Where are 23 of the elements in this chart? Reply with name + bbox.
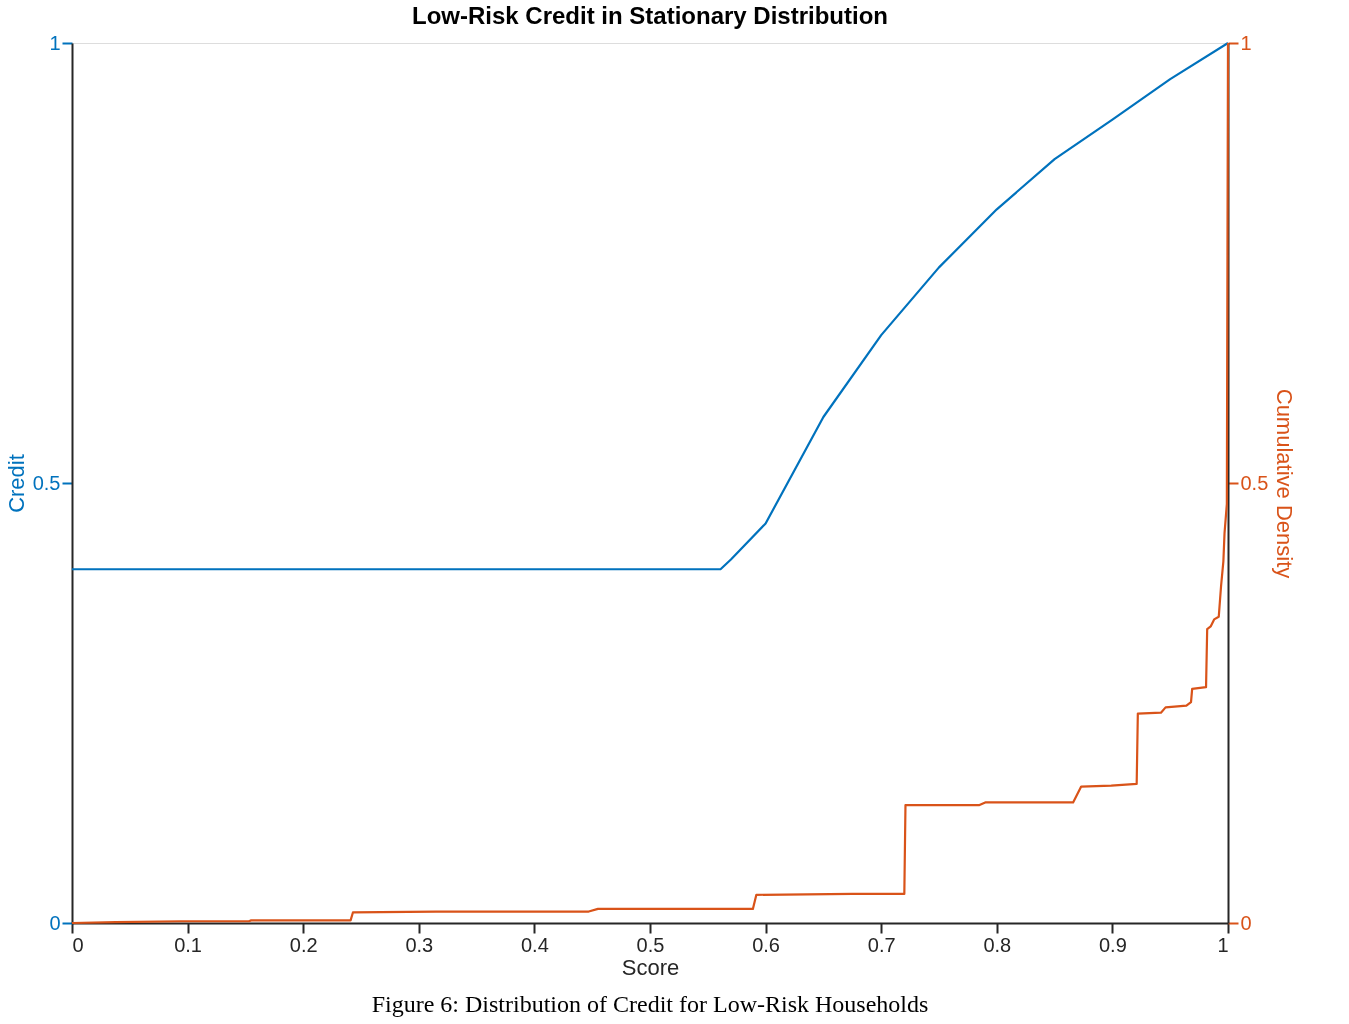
- chart-title: Low-Risk Credit in Stationary Distribution: [411, 2, 889, 29]
- x-tick-label: 0.5: [636, 933, 665, 956]
- y-tick-label: 0: [49, 911, 61, 934]
- y-tick-label: 1: [49, 31, 61, 54]
- y-tick-label: 0.5: [32, 471, 61, 494]
- x-tick-label: 0.3: [405, 933, 434, 956]
- y2-tick-label: 0: [1240, 911, 1252, 934]
- y2-axis-title: Cumulative Density: [1272, 388, 1298, 579]
- y-axis-title: Credit: [3, 454, 29, 513]
- x-tick-label: 1: [1217, 933, 1229, 956]
- x-tick-label: 0: [72, 933, 84, 956]
- y2-tick-label: 1: [1240, 31, 1252, 54]
- x-tick-label: 0.2: [289, 933, 318, 956]
- x-tick-label: 0.4: [520, 933, 549, 956]
- caption: Figure 6: Distribution of Credit for Low-Risk Households: [371, 991, 929, 1017]
- x-tick-label: 0.1: [174, 933, 203, 956]
- x-axis-title: Score: [621, 954, 680, 980]
- line-series: [70, 41, 1230, 571]
- x-tick-label: 0.7: [867, 933, 896, 956]
- y2-tick-label: 0.5: [1240, 471, 1269, 494]
- x-tick-label: 0.8: [983, 933, 1012, 956]
- x-tick-label: 0.6: [752, 933, 781, 956]
- x-tick-label: 0.9: [1098, 933, 1127, 956]
